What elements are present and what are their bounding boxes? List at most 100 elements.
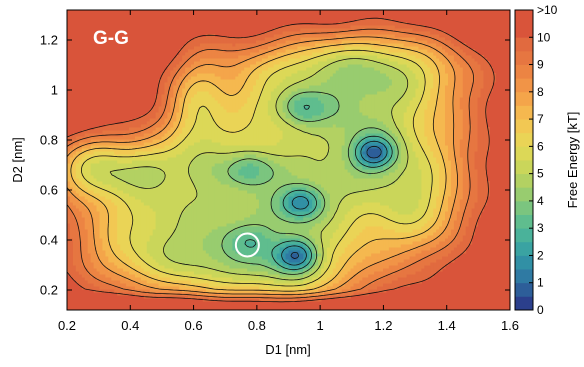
energy-cell [247, 205, 251, 209]
energy-cell [338, 226, 343, 230]
energy-cell [320, 271, 325, 275]
energy-cell [456, 202, 461, 206]
energy-cell [273, 271, 278, 275]
energy-cell [196, 286, 201, 290]
energy-cell [99, 262, 103, 266]
energy-cell [143, 211, 148, 215]
energy-cell [170, 223, 174, 227]
energy-cell [99, 280, 103, 284]
energy-cell [344, 292, 349, 296]
energy-cell [267, 202, 272, 206]
energy-cell [211, 283, 216, 287]
energy-cell [318, 220, 322, 224]
energy-cell [161, 262, 165, 266]
energy-cell [105, 256, 109, 260]
energy-cell [72, 256, 77, 260]
energy-cell [356, 259, 360, 263]
energy-cell [96, 205, 100, 209]
energy-cell [214, 253, 219, 257]
energy-cell [406, 184, 411, 188]
energy-cell [191, 274, 195, 278]
energy-cell [380, 277, 384, 281]
energy-cell [344, 211, 349, 215]
energy-cell [185, 208, 189, 212]
energy-cell [191, 289, 195, 293]
energy-cell [134, 289, 139, 293]
energy-cell [258, 214, 263, 218]
energy-cell [335, 253, 340, 257]
energy-cell [256, 259, 260, 263]
energy-cell [176, 286, 180, 290]
energy-cell [362, 256, 366, 260]
energy-cell [424, 205, 428, 209]
energy-cell [471, 229, 476, 233]
energy-cell [170, 232, 174, 236]
energy-cell [403, 259, 408, 263]
energy-cell [412, 187, 416, 191]
energy-cell [388, 250, 393, 254]
energy-cell [303, 184, 307, 188]
energy-cell [267, 298, 272, 302]
energy-cell [326, 295, 331, 299]
energy-cell [170, 274, 174, 278]
energy-cell [412, 265, 416, 269]
energy-cell [185, 250, 189, 254]
energy-cell [256, 253, 260, 257]
energy-cell [87, 190, 92, 194]
energy-cell [403, 268, 408, 272]
energy-cell [238, 187, 242, 191]
energy-cell [176, 289, 180, 293]
energy-cell [164, 286, 168, 290]
energy-cell [87, 235, 92, 239]
energy-cell [244, 268, 248, 272]
energy-cell [241, 238, 245, 242]
energy-cell [75, 226, 80, 230]
energy-cell [332, 208, 337, 212]
energy-cell [191, 277, 195, 281]
energy-cell [81, 271, 86, 275]
energy-cell [191, 295, 195, 299]
energy-cell [403, 202, 408, 206]
energy-cell [279, 292, 284, 296]
energy-cell [176, 214, 180, 218]
energy-cell [433, 244, 437, 248]
energy-cell [96, 238, 100, 242]
energy-cell [191, 247, 195, 251]
energy-cell [270, 280, 275, 284]
energy-cell [87, 187, 92, 191]
energy-cell [67, 220, 71, 224]
energy-cell [365, 241, 369, 245]
energy-cell [81, 181, 86, 185]
energy-cell [282, 289, 287, 293]
energy-cell [120, 223, 124, 227]
energy-cell [427, 226, 431, 230]
energy-cell [282, 256, 287, 260]
energy-cell [332, 226, 337, 230]
energy-cell [105, 187, 109, 191]
energy-cell [291, 259, 295, 263]
energy-cell [341, 217, 346, 221]
energy-cell [323, 262, 328, 266]
energy-cell [264, 190, 269, 194]
energy-cell [220, 199, 225, 203]
energy-cell [471, 184, 476, 188]
energy-cell [356, 199, 360, 203]
energy-cell [126, 229, 130, 233]
energy-cell [383, 214, 387, 218]
energy-cell [368, 238, 372, 242]
energy-cell [297, 232, 301, 236]
energy-cell [129, 193, 133, 197]
energy-cell [205, 229, 210, 233]
energy-cell [353, 241, 357, 245]
energy-cell [146, 265, 151, 269]
energy-cell [93, 220, 98, 224]
energy-cell [179, 271, 183, 275]
energy-cell [365, 187, 369, 191]
energy-cell [164, 217, 168, 221]
energy-cell [235, 202, 239, 206]
energy-cell [303, 286, 307, 290]
energy-cell [433, 253, 437, 257]
energy-cell [397, 193, 402, 197]
energy-cell [291, 247, 295, 251]
energy-cell [214, 280, 219, 284]
